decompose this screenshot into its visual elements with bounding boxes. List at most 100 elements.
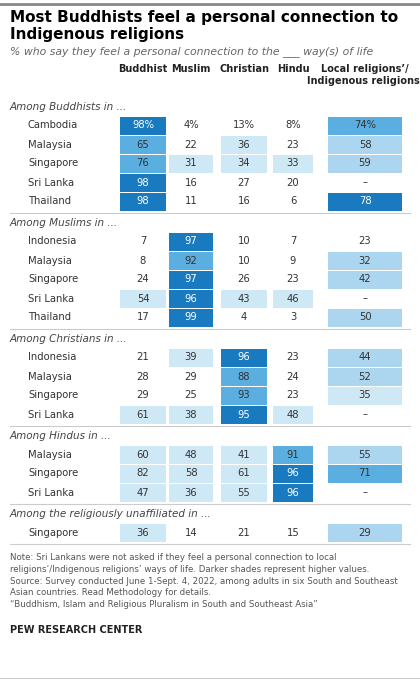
Text: 95: 95 (238, 409, 250, 419)
Bar (221, 289, 267, 308)
Bar (120, 155, 166, 173)
Bar (120, 192, 166, 211)
Text: 92: 92 (185, 256, 197, 265)
Text: Thailand: Thailand (28, 312, 71, 323)
Text: 88: 88 (238, 372, 250, 381)
Bar (328, 117, 402, 134)
Text: 96: 96 (286, 469, 299, 479)
Text: Among Muslims in ...: Among Muslims in ... (10, 218, 118, 228)
Bar (328, 524, 402, 542)
Text: Sri Lanka: Sri Lanka (28, 177, 74, 188)
Text: 48: 48 (185, 449, 197, 460)
Text: 33: 33 (287, 158, 299, 168)
Bar (120, 445, 166, 464)
Text: 31: 31 (185, 158, 197, 168)
Text: 15: 15 (286, 527, 299, 537)
Text: 52: 52 (359, 372, 371, 381)
Text: 27: 27 (238, 177, 250, 188)
Text: 96: 96 (286, 488, 299, 497)
Text: Singapore: Singapore (28, 527, 78, 537)
Bar (169, 233, 213, 250)
Bar (221, 484, 267, 501)
Text: 44: 44 (359, 353, 371, 363)
Text: % who say they feel a personal connection to the ___ way(s) of life: % who say they feel a personal connectio… (10, 46, 373, 57)
Text: Thailand: Thailand (28, 196, 71, 207)
Text: 97: 97 (185, 274, 197, 284)
Text: 6: 6 (290, 196, 296, 207)
Bar (273, 289, 313, 308)
Text: 14: 14 (185, 527, 197, 537)
Bar (221, 136, 267, 153)
Text: 17: 17 (136, 312, 150, 323)
Text: 32: 32 (359, 256, 371, 265)
Text: 54: 54 (136, 293, 150, 303)
Text: 41: 41 (238, 449, 250, 460)
Text: 91: 91 (286, 449, 299, 460)
Bar (328, 252, 402, 269)
Bar (120, 289, 166, 308)
Text: 97: 97 (185, 237, 197, 246)
Text: –: – (362, 488, 368, 497)
Text: 4: 4 (241, 312, 247, 323)
Text: Sri Lanka: Sri Lanka (28, 488, 74, 497)
Bar (120, 117, 166, 134)
Bar (328, 387, 402, 404)
Text: 26: 26 (238, 274, 250, 284)
Text: Muslim: Muslim (171, 64, 211, 74)
Text: 71: 71 (359, 469, 371, 479)
Text: 96: 96 (238, 353, 250, 363)
Text: Hindu: Hindu (277, 64, 309, 74)
Text: 98%: 98% (132, 121, 154, 130)
Text: 65: 65 (136, 140, 150, 149)
Text: Christian: Christian (219, 64, 269, 74)
Text: 29: 29 (185, 372, 197, 381)
Text: Among the religiously unaffiliated in ...: Among the religiously unaffiliated in ..… (10, 509, 212, 519)
Text: 10: 10 (238, 237, 250, 246)
Bar (221, 368, 267, 385)
Bar (120, 464, 166, 482)
Text: 7: 7 (140, 237, 146, 246)
Bar (273, 484, 313, 501)
Text: Malaysia: Malaysia (28, 372, 72, 381)
Bar (169, 406, 213, 424)
Text: 9: 9 (290, 256, 296, 265)
Text: 16: 16 (185, 177, 197, 188)
Text: Malaysia: Malaysia (28, 449, 72, 460)
Bar (328, 349, 402, 366)
Text: 98: 98 (136, 177, 150, 188)
Bar (328, 445, 402, 464)
Text: 16: 16 (238, 196, 250, 207)
Text: 34: 34 (238, 158, 250, 168)
Bar (221, 406, 267, 424)
Text: 61: 61 (238, 469, 250, 479)
Text: Buddhist: Buddhist (118, 64, 168, 74)
Text: 42: 42 (359, 274, 371, 284)
Bar (169, 484, 213, 501)
Bar (120, 136, 166, 153)
Text: 36: 36 (185, 488, 197, 497)
Bar (169, 271, 213, 288)
Text: 22: 22 (185, 140, 197, 149)
Text: 3: 3 (290, 312, 296, 323)
Text: PEW RESEARCH CENTER: PEW RESEARCH CENTER (10, 625, 142, 635)
Text: Sri Lanka: Sri Lanka (28, 293, 74, 303)
Text: 59: 59 (359, 158, 371, 168)
Bar (221, 464, 267, 482)
Text: Singapore: Singapore (28, 274, 78, 284)
Text: 74%: 74% (354, 121, 376, 130)
Text: 4%: 4% (183, 121, 199, 130)
Text: 96: 96 (185, 293, 197, 303)
Text: –: – (362, 293, 368, 303)
Text: 29: 29 (359, 527, 371, 537)
Bar (120, 406, 166, 424)
Bar (221, 387, 267, 404)
Text: 58: 58 (359, 140, 371, 149)
Text: Among Buddhists in ...: Among Buddhists in ... (10, 102, 127, 112)
Text: 60: 60 (136, 449, 150, 460)
Text: 39: 39 (185, 353, 197, 363)
Text: 7: 7 (290, 237, 296, 246)
Text: 20: 20 (287, 177, 299, 188)
Bar (120, 484, 166, 501)
Text: 21: 21 (238, 527, 250, 537)
Text: 58: 58 (185, 469, 197, 479)
